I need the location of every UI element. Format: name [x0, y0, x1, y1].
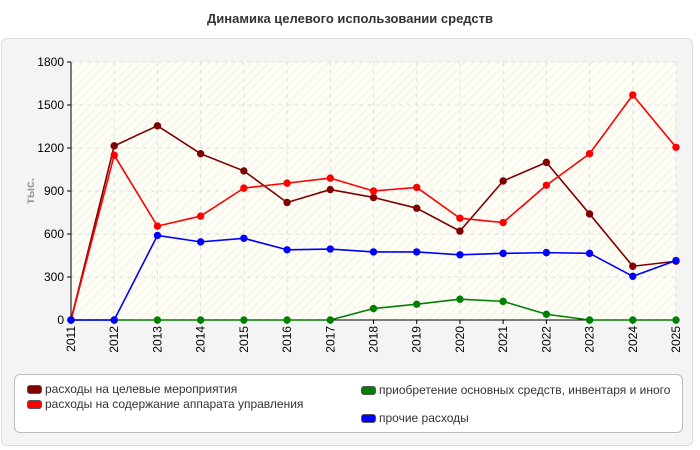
data-point-series-4: [67, 316, 75, 324]
data-point-series-2: [542, 181, 551, 189]
x-tick-label: 2024: [626, 326, 640, 353]
data-point-series-2: [153, 222, 162, 230]
data-point-series-3: [153, 316, 162, 324]
x-tick-label: 2018: [367, 326, 381, 353]
legend-label-series-4: прочие расходы: [379, 411, 469, 425]
data-point-series-3: [629, 316, 637, 324]
data-point-series-1: [153, 122, 162, 130]
data-point-series-3: [542, 310, 551, 318]
data-point-series-4: [585, 249, 594, 258]
data-point-series-3: [369, 304, 378, 313]
legend: расходы на целевые мероприятия расходы н…: [14, 374, 683, 433]
x-tick-label: 2011: [64, 326, 78, 352]
data-point-series-4: [283, 246, 291, 254]
data-point-series-1: [110, 142, 118, 150]
data-point-series-1: [196, 150, 205, 158]
x-tick-label: 2012: [107, 326, 121, 353]
data-point-series-1: [326, 185, 334, 194]
legend-swatch-series-1: [27, 385, 42, 394]
y-tick-label: 300: [44, 270, 64, 284]
data-point-series-1: [369, 193, 378, 202]
x-tick-label: 2015: [237, 326, 251, 353]
data-point-series-4: [413, 248, 421, 256]
x-tick-label: 2016: [280, 326, 294, 353]
data-point-series-4: [542, 248, 551, 257]
data-point-series-4: [196, 238, 205, 246]
y-axis-label: тыс.: [23, 178, 37, 204]
data-point-series-2: [326, 174, 334, 182]
data-point-series-3: [672, 316, 680, 324]
data-point-series-1: [585, 210, 594, 218]
data-point-series-3: [499, 297, 507, 306]
data-point-series-1: [413, 204, 421, 212]
data-point-series-4: [456, 251, 464, 259]
data-point-series-2: [499, 218, 507, 227]
data-point-series-3: [413, 300, 421, 308]
data-point-series-3: [240, 316, 248, 324]
data-point-series-2: [196, 212, 205, 220]
x-tick-label: 2019: [410, 326, 424, 353]
x-tick-label: 2023: [583, 326, 597, 353]
y-tick-label: 600: [44, 227, 64, 241]
data-point-series-2: [240, 184, 248, 192]
legend-swatch-series-2: [27, 400, 42, 409]
legend-label-series-2: расходы на содержание аппарата управлени…: [45, 397, 304, 411]
x-tick-label: 2022: [539, 326, 553, 353]
x-tick-label: 2020: [453, 326, 467, 353]
data-point-series-4: [369, 248, 378, 256]
data-point-series-4: [326, 245, 334, 253]
data-point-series-2: [672, 143, 680, 151]
data-point-series-2: [585, 150, 594, 158]
data-point-series-3: [326, 316, 334, 324]
x-tick-label: 2017: [323, 326, 337, 353]
data-point-series-1: [499, 177, 507, 185]
data-point-series-3: [283, 316, 291, 324]
y-tick-label: 0: [57, 313, 64, 327]
data-point-series-4: [499, 249, 507, 258]
data-point-series-1: [240, 167, 248, 175]
legend-label-series-1: расходы на целевые мероприятия: [45, 382, 238, 396]
legend-label-series-3: приобретение основных средств, инвентаря…: [379, 383, 671, 397]
legend-swatch-series-3: [361, 386, 376, 395]
data-point-series-2: [413, 183, 421, 192]
data-point-series-2: [110, 151, 118, 159]
data-point-series-2: [629, 91, 637, 99]
legend-swatch-series-4: [361, 414, 376, 423]
data-point-series-1: [456, 227, 464, 235]
data-point-series-1: [629, 262, 637, 270]
data-point-series-3: [196, 316, 205, 324]
data-point-series-3: [456, 295, 464, 303]
data-point-series-1: [283, 198, 291, 207]
chart-title: Динамика целевого использовании средств: [207, 11, 493, 26]
x-tick-label: 2013: [150, 326, 164, 353]
data-point-series-2: [369, 187, 378, 195]
data-point-series-4: [153, 231, 162, 240]
data-point-series-4: [672, 256, 680, 265]
data-point-series-3: [585, 316, 594, 324]
y-tick-label: 1800: [37, 55, 64, 69]
y-tick-label: 1500: [37, 98, 64, 112]
data-point-series-1: [542, 158, 551, 167]
data-point-series-4: [110, 316, 118, 324]
data-point-series-2: [456, 214, 464, 222]
y-tick-label: 900: [44, 184, 64, 198]
x-tick-label: 2025: [669, 326, 683, 353]
y-tick-label: 1200: [37, 141, 64, 155]
x-tick-label: 2014: [194, 326, 208, 353]
data-point-series-2: [283, 179, 291, 187]
data-point-series-4: [240, 234, 248, 243]
data-point-series-4: [629, 272, 637, 280]
x-tick-label: 2021: [496, 326, 510, 353]
